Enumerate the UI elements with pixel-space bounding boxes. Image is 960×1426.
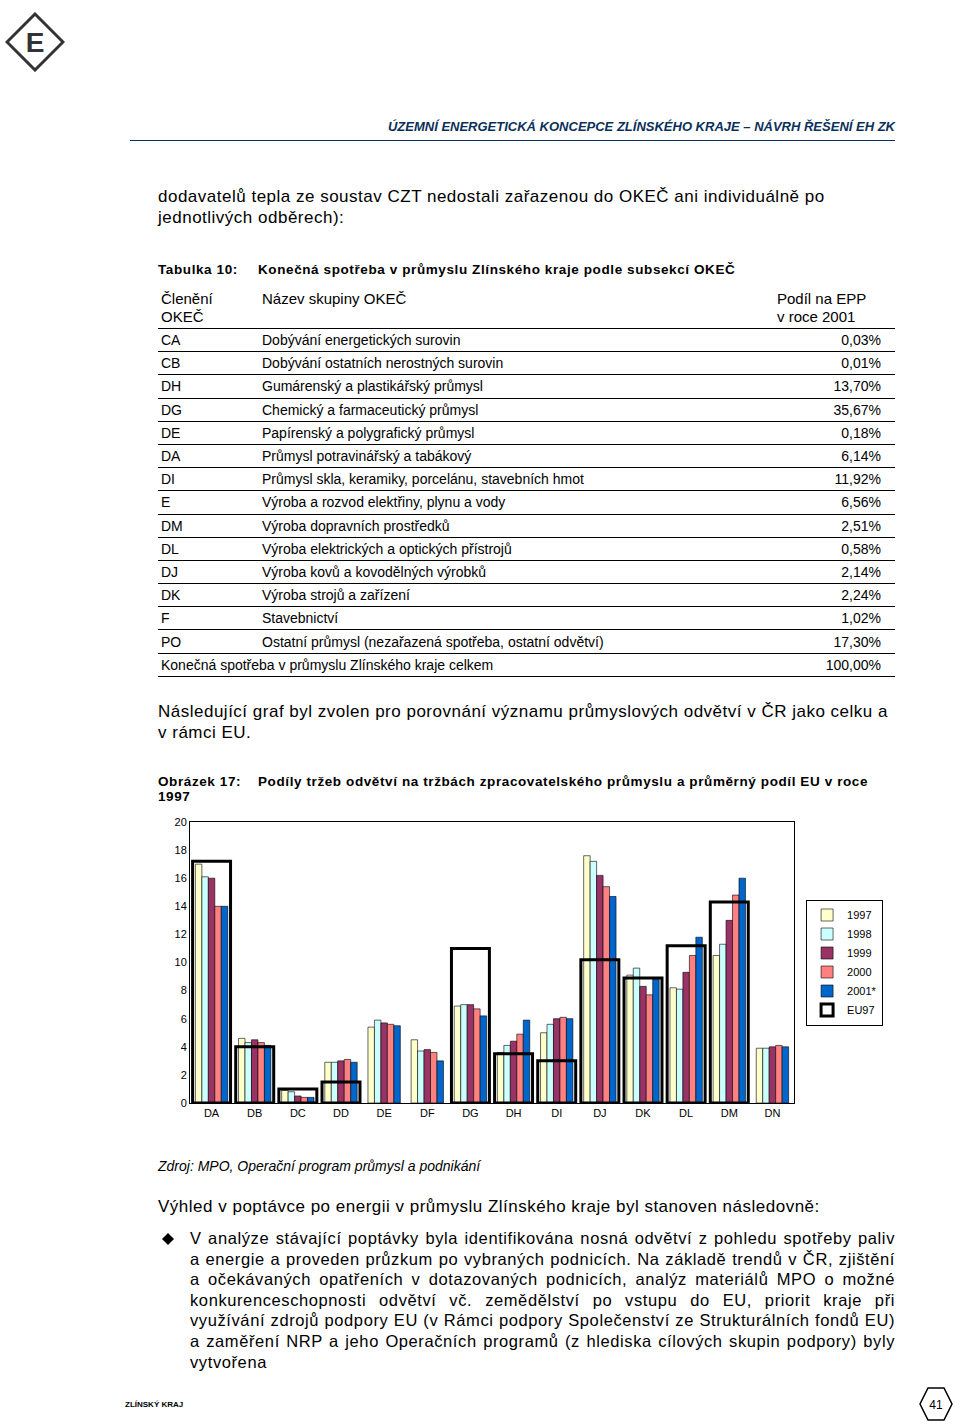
svg-text:DD: DD xyxy=(333,1107,349,1119)
svg-text:20: 20 xyxy=(175,816,187,828)
html-text:DK: DK xyxy=(161,587,181,604)
html-text:Podíl na EPP: Podíl na EPP xyxy=(777,290,867,307)
html-text:Ostatní průmysl (nezařazená sp: Ostatní průmysl (nezařazená spotřeba, os… xyxy=(262,633,604,650)
html-text:1,02%: 1,02% xyxy=(841,610,881,627)
html-text:V analýze stávající poptávky b: V analýze stávající poptávky byla identi… xyxy=(190,1229,895,1371)
svg-text:DH: DH xyxy=(506,1107,522,1119)
svg-text:12: 12 xyxy=(175,928,187,940)
html-text:2,51%: 2,51% xyxy=(841,517,881,534)
svg-text:1997: 1997 xyxy=(847,909,871,921)
html-text:OKEČ: OKEČ xyxy=(161,308,204,325)
html-text:6,56%: 6,56% xyxy=(841,494,881,511)
svg-text:DE: DE xyxy=(376,1107,391,1119)
html-text:Výroba a rozvod elektřiny, ply: Výroba a rozvod elektřiny, plynu a vody xyxy=(262,494,506,511)
svg-text:14: 14 xyxy=(175,900,187,912)
svg-text:EU97: EU97 xyxy=(847,1004,875,1016)
html-text:0,03%: 0,03% xyxy=(841,332,881,349)
svg-text:4: 4 xyxy=(181,1041,187,1053)
html-text:ÚZEMNÍ ENERGETICKÁ KONCEPCE ZL: ÚZEMNÍ ENERGETICKÁ KONCEPCE ZLÍNSKÉHO KR… xyxy=(387,119,895,134)
svg-text:DC: DC xyxy=(290,1107,306,1119)
html-text:Podíly tržeb odvětví na tržbác: Podíly tržeb odvětví na tržbách zpracova… xyxy=(158,774,869,804)
svg-text:10: 10 xyxy=(175,956,187,968)
html-text:Název skupiny OKEČ: Název skupiny OKEČ xyxy=(262,290,407,307)
html-text:E: E xyxy=(161,494,171,511)
svg-text:1998: 1998 xyxy=(847,928,871,940)
svg-text:18: 18 xyxy=(175,844,187,856)
svg-text:0: 0 xyxy=(181,1097,187,1109)
html-text:F: F xyxy=(161,610,170,627)
svg-text:8: 8 xyxy=(181,984,187,996)
html-text:DG: DG xyxy=(161,401,182,418)
html-text:Papírenský a polygrafický prům: Papírenský a polygrafický průmysl xyxy=(262,424,475,441)
svg-text:E: E xyxy=(26,27,45,58)
html-text:13,70%: 13,70% xyxy=(833,378,881,395)
html-text:6,14%: 6,14% xyxy=(841,448,881,464)
svg-text:DB: DB xyxy=(247,1107,262,1119)
html-text:Stavebnictví: Stavebnictví xyxy=(262,610,339,627)
html-text:Gumárenský a plastikářský prům: Gumárenský a plastikářský průmysl xyxy=(262,378,483,395)
html-text:Průmysl skla, keramiky, porcel: Průmysl skla, keramiky, porcelánu, stave… xyxy=(262,471,584,488)
html-text:11,92%: 11,92% xyxy=(834,471,881,488)
svg-text:16: 16 xyxy=(175,872,187,884)
html-text:Výroba elektrických a optickýc: Výroba elektrických a optických přístroj… xyxy=(262,540,512,557)
html-text:ZLÍNSKÝ KRAJ: ZLÍNSKÝ KRAJ xyxy=(125,1400,184,1409)
svg-text:DF: DF xyxy=(420,1107,435,1119)
html-text:Výroba dopravních prostředků: Výroba dopravních prostředků xyxy=(262,517,450,534)
svg-text:DL: DL xyxy=(679,1107,693,1119)
html-text:Výroba strojů a zařízení: Výroba strojů a zařízení xyxy=(262,587,410,604)
html-text:v roce 2001: v roce 2001 xyxy=(777,308,856,325)
html-text:2,24%: 2,24% xyxy=(841,587,881,604)
html-text:Zdroj: MPO, Operační program p: Zdroj: MPO, Operační program průmysl a p… xyxy=(158,1158,481,1174)
svg-text:DK: DK xyxy=(635,1107,651,1119)
svg-text:DN: DN xyxy=(764,1107,780,1119)
html-text:Následující graf byl zvolen pr: Následující graf byl zvolen pro porovnán… xyxy=(158,702,888,742)
html-text:Členění: Členění xyxy=(161,290,213,307)
html-text:PO: PO xyxy=(161,633,182,650)
svg-text:2001*: 2001* xyxy=(847,985,876,997)
html-text:Průmysl potravinářský a tabáko: Průmysl potravinářský a tabákový xyxy=(262,448,472,464)
html-text:DE: DE xyxy=(161,424,181,441)
html-text:CA: CA xyxy=(161,332,181,349)
svg-text:DJ: DJ xyxy=(593,1107,606,1119)
html-text:dodavatelů tepla ze soustav CZ: dodavatelů tepla ze soustav CZT nedostal… xyxy=(158,187,825,227)
html-text:DM: DM xyxy=(161,517,183,534)
html-text:17,30%: 17,30% xyxy=(833,633,881,650)
svg-text:DM: DM xyxy=(721,1107,738,1119)
html-text:2,14%: 2,14% xyxy=(841,564,881,580)
html-text:DH: DH xyxy=(161,378,182,395)
html-text:35,67%: 35,67% xyxy=(833,401,881,418)
html-text:0,18%: 0,18% xyxy=(841,424,881,441)
html-text:DA: DA xyxy=(161,448,181,464)
html-text:Konečná spotřeba v průmyslu Zl: Konečná spotřeba v průmyslu Zlínského kr… xyxy=(161,656,494,673)
svg-text:DA: DA xyxy=(204,1107,220,1119)
svg-text:DI: DI xyxy=(551,1107,562,1119)
html-text:DL: DL xyxy=(161,540,179,557)
html-text:Výroba kovů a kovodělných výro: Výroba kovů a kovodělných výrobků xyxy=(262,564,487,580)
html-text:100,00%: 100,00% xyxy=(825,656,881,673)
html-text:Tabulka 10:: Tabulka 10: xyxy=(158,262,238,277)
html-text:Dobývání energetických surovin: Dobývání energetických surovin xyxy=(262,332,461,349)
svg-text:2: 2 xyxy=(181,1069,187,1081)
svg-text:1999: 1999 xyxy=(847,947,871,959)
html-text:0,01%: 0,01% xyxy=(841,355,881,372)
html-text:DJ: DJ xyxy=(161,564,179,580)
html-text:0,58%: 0,58% xyxy=(841,540,881,557)
svg-text:2000: 2000 xyxy=(847,966,871,978)
html-text:CB: CB xyxy=(161,355,181,372)
html-text:Obrázek 17:: Obrázek 17: xyxy=(158,774,242,789)
svg-text:41: 41 xyxy=(929,1398,943,1412)
html-text:Dobývání ostatních nerostných: Dobývání ostatních nerostných surovin xyxy=(262,355,504,372)
html-text:Konečná spotřeba v průmyslu Zl: Konečná spotřeba v průmyslu Zlínského kr… xyxy=(258,262,736,277)
html-text:DI: DI xyxy=(161,471,175,488)
svg-text:DG: DG xyxy=(462,1107,479,1119)
svg-text:6: 6 xyxy=(181,1013,187,1025)
html-text:Chemický a farmaceutický průmy: Chemický a farmaceutický průmysl xyxy=(262,401,479,418)
html-text:Výhled v poptávce po energii v: Výhled v poptávce po energii v průmyslu … xyxy=(158,1197,820,1216)
